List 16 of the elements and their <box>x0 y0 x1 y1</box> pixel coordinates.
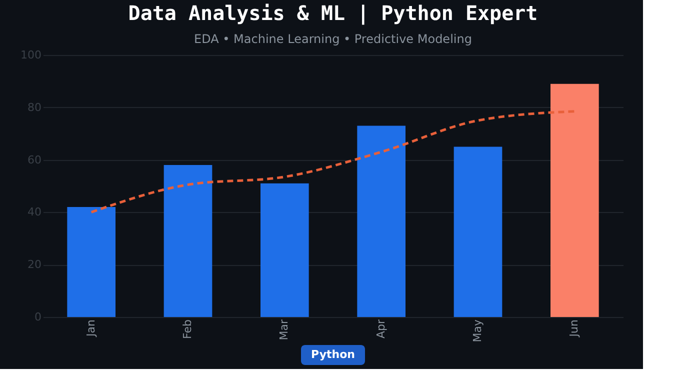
bar <box>164 165 212 317</box>
bar <box>67 206 116 317</box>
chart-title: Data Analysis & ML | Python Expert <box>128 1 538 25</box>
x-tick-label: Feb <box>181 319 194 339</box>
chart-subtitle: EDA • Machine Learning • Predictive Modeling <box>194 32 472 46</box>
text: Python <box>311 348 355 361</box>
bar <box>260 183 309 317</box>
line-series <box>90 110 576 214</box>
x-tick-label: Jan <box>84 319 98 338</box>
x-tick-label: Jun <box>568 319 581 338</box>
x-tick-label: Mar <box>278 319 291 340</box>
x-tick-label: May <box>471 319 484 342</box>
bar <box>550 84 599 317</box>
bar <box>357 126 406 317</box>
bar <box>454 146 502 317</box>
x-tick-label: Apr <box>374 319 388 339</box>
